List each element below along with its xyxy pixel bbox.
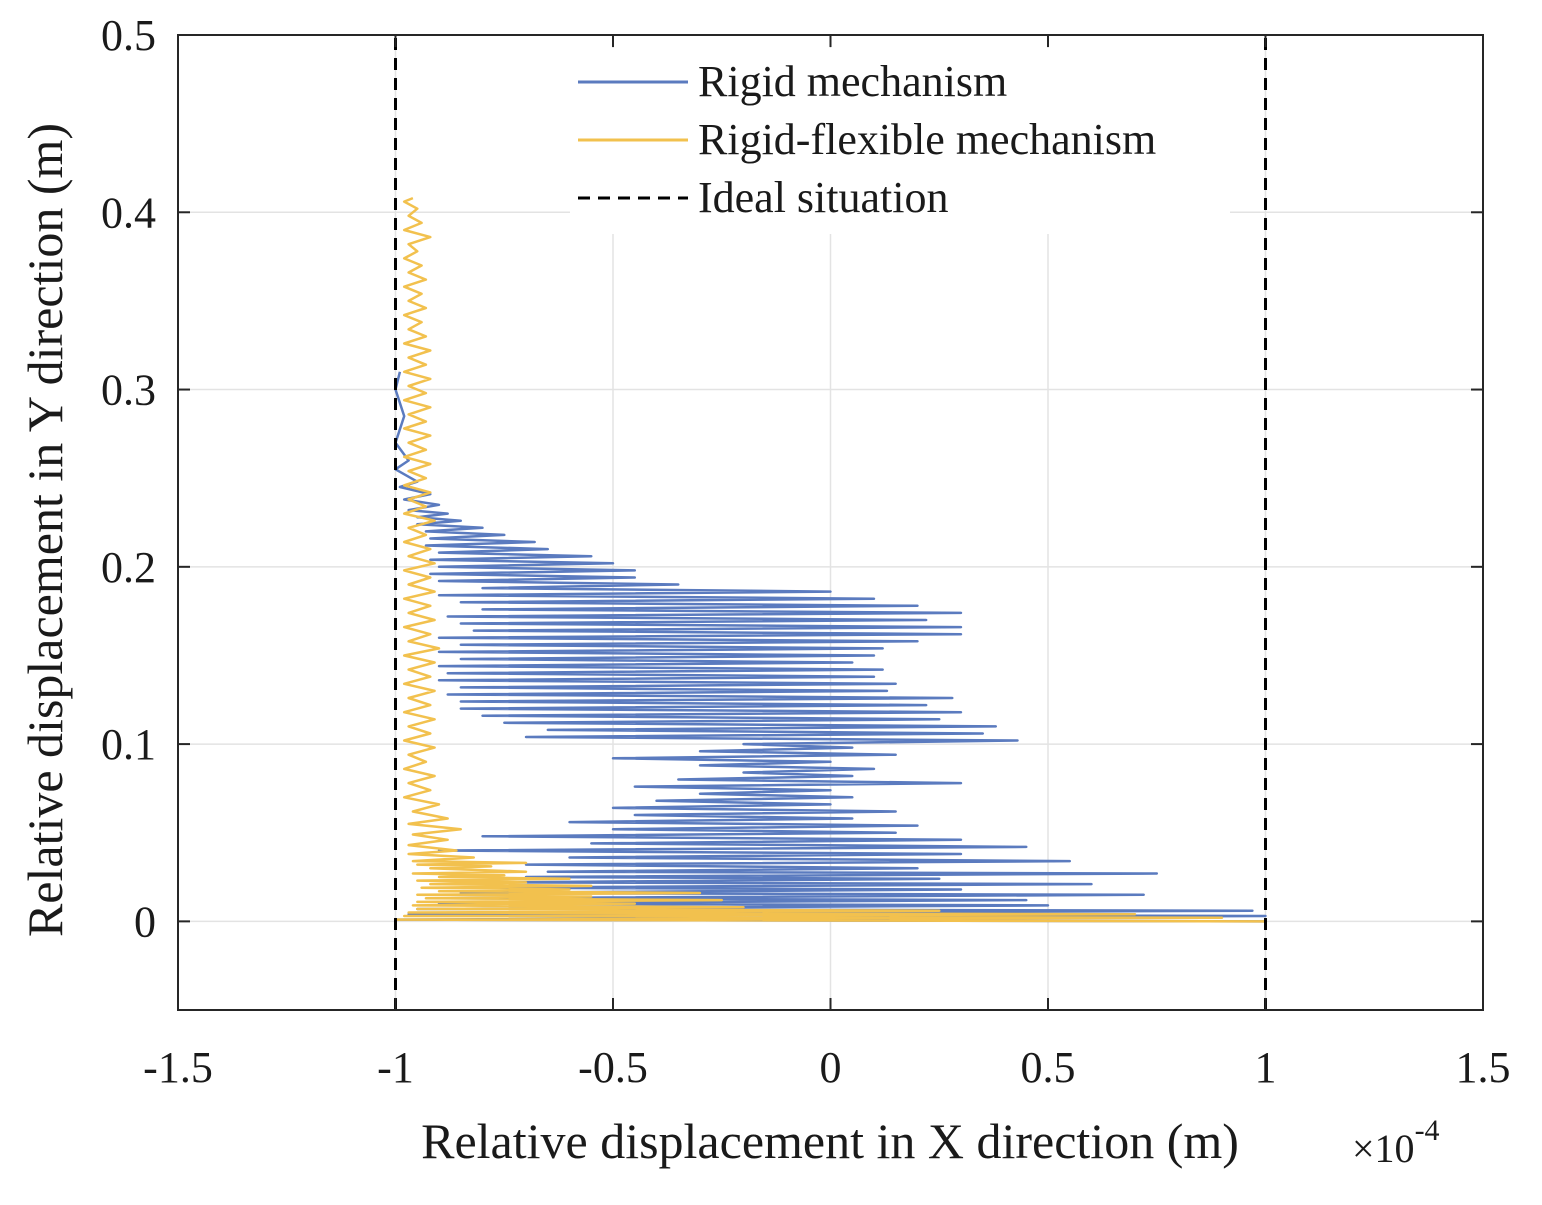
- legend-label-rigid-flexible: Rigid-flexible mechanism: [698, 115, 1156, 164]
- y-tick-label: 0.3: [101, 366, 156, 415]
- x-axis-label: Relative displacement in X direction (m): [421, 1113, 1239, 1169]
- legend-label-ideal: Ideal situation: [698, 173, 949, 222]
- y-tick-label: 0.4: [101, 188, 156, 237]
- x-tick-label: 1: [1255, 1043, 1277, 1092]
- x-axis-multiplier: ×10: [1352, 1126, 1415, 1171]
- x-tick-label: -0.5: [578, 1043, 648, 1092]
- series-layer: [394, 35, 1267, 1010]
- x-tick-label: -1: [377, 1043, 414, 1092]
- label-layer: Relative displacement in X direction (m)…: [17, 123, 1440, 1171]
- x-tick-label: 0.5: [1021, 1043, 1076, 1092]
- series-line-rigid-mechanism: [394, 371, 1267, 923]
- y-tick-label: 0.5: [101, 11, 156, 60]
- y-tick-label: 0.1: [101, 720, 156, 769]
- tick-layer: -1.5 -1 -0.5 0 0.5 1 1.5 0 0.1 0.2 0.3 0.4 0.5: [101, 11, 1511, 1092]
- legend-label-rigid: Rigid mechanism: [698, 57, 1007, 106]
- legend: Rigid mechanism Rigid-flexible mechanism…: [570, 48, 1230, 234]
- y-tick-label: 0: [134, 897, 156, 946]
- x-axis-exponent: ×10-4: [1352, 1114, 1440, 1171]
- y-axis-label: Relative displacement in Y direction (m): [17, 123, 73, 937]
- x-tick-label: 0: [820, 1043, 842, 1092]
- x-axis-exponent-power: -4: [1415, 1114, 1440, 1147]
- series-line-rigid-flexible-mechanism: [394, 196, 1266, 923]
- y-tick-label: 0.2: [101, 543, 156, 592]
- x-tick-label: 1.5: [1456, 1043, 1511, 1092]
- x-tick-label: -1.5: [143, 1043, 213, 1092]
